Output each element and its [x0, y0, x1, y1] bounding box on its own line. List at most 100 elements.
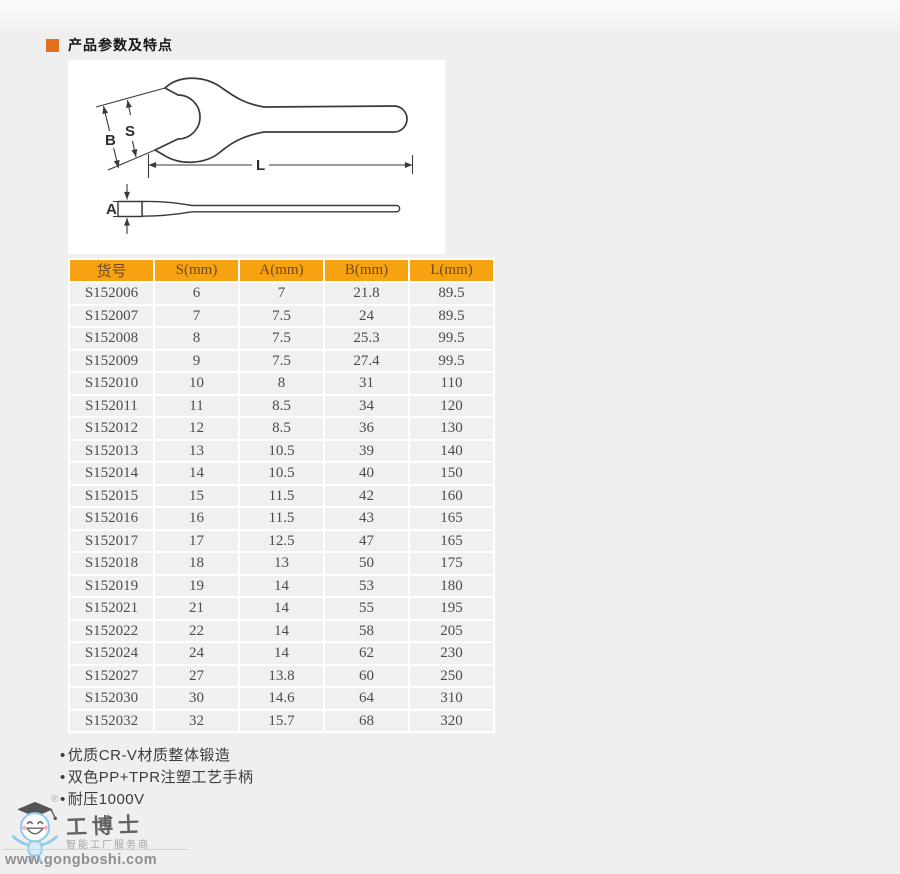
dim-label-l: L	[256, 157, 265, 174]
table-cell: S152019	[70, 575, 153, 596]
dim-label-s: S	[125, 123, 135, 140]
table-row: S152013 13 10.5 39 140	[70, 440, 493, 461]
table-cell: 58	[325, 620, 408, 641]
table-cell: 60	[325, 665, 408, 686]
table-row: S152021 21 14 55 195	[70, 598, 493, 619]
table-cell: 24	[325, 305, 408, 326]
table-cell: 10.5	[240, 463, 323, 484]
table-cell: 180	[410, 575, 493, 596]
column-header-0: 货号	[70, 260, 153, 281]
table-row: S152030 30 14.6 64 310	[70, 688, 493, 709]
table-cell: 15	[155, 485, 238, 506]
table-cell: 34	[325, 395, 408, 416]
table-cell: 10	[155, 373, 238, 394]
table-row: S152024 24 14 62 230	[70, 643, 493, 664]
table-row: S152022 22 14 58 205	[70, 620, 493, 641]
wrench-line-drawing: B S L A	[95, 77, 414, 234]
table-cell: 39	[325, 440, 408, 461]
table-cell: S152017	[70, 530, 153, 551]
table-row: S152027 27 13.8 60 250	[70, 665, 493, 686]
table-cell: 14	[240, 575, 323, 596]
dim-label-a: A	[106, 201, 117, 218]
section-title: 产品参数及特点	[68, 37, 173, 53]
table-cell: 53	[325, 575, 408, 596]
table-row: S152012 12 8.5 36 130	[70, 418, 493, 439]
orange-square-bullet-icon	[46, 38, 59, 52]
table-cell: 14	[240, 620, 323, 641]
table-cell: S152006	[70, 283, 153, 304]
table-cell: S152018	[70, 553, 153, 574]
table-cell: 14	[240, 598, 323, 619]
table-cell: 21.8	[325, 283, 408, 304]
table-cell: S152015	[70, 485, 153, 506]
table-cell: 21	[155, 598, 238, 619]
table-cell: 11	[155, 395, 238, 416]
table-row: S152032 32 15.7 68 320	[70, 710, 493, 731]
table-cell: 47	[325, 530, 408, 551]
table-cell: 310	[410, 688, 493, 709]
table-cell: 160	[410, 485, 493, 506]
table-cell: 36	[325, 418, 408, 439]
table-cell: S152014	[70, 463, 153, 484]
table-cell: 195	[410, 598, 493, 619]
table-cell: 150	[410, 463, 493, 484]
dimension-lines	[95, 87, 414, 234]
table-row: S152016 16 11.5 43 165	[70, 508, 493, 529]
table-cell: 99.5	[410, 350, 493, 371]
table-cell: S152022	[70, 620, 153, 641]
table-cell: 7.5	[240, 328, 323, 349]
mascot-icon	[11, 801, 59, 863]
table-cell: 99.5	[410, 328, 493, 349]
table-row: S152018 18 13 50 175	[70, 553, 493, 574]
table-cell: S152013	[70, 440, 153, 461]
feature-item: 优质CR-V材质整体锻造	[60, 745, 254, 767]
table-cell: 13.8	[240, 665, 323, 686]
table-row: S152006 6 7 21.8 89.5	[70, 283, 493, 304]
table-cell: 89.5	[410, 305, 493, 326]
feature-list: 优质CR-V材质整体锻造双色PP+TPR注塑工艺手柄耐压1000V	[60, 745, 254, 811]
header-row: 货号 S(mm) A(mm) B(mm) L(mm)	[70, 260, 493, 281]
table-cell: 18	[155, 553, 238, 574]
table-cell: 8	[240, 373, 323, 394]
table-cell: 7	[240, 283, 323, 304]
table-cell: S152007	[70, 305, 153, 326]
brand-url[interactable]: www.gongboshi.com	[5, 852, 158, 868]
column-header-3: B(mm)	[325, 260, 408, 281]
table-row: S152019 19 14 53 180	[70, 575, 493, 596]
table-cell: 16	[155, 508, 238, 529]
table-cell: 42	[325, 485, 408, 506]
table-cell: S152032	[70, 710, 153, 731]
table-cell: 13	[155, 440, 238, 461]
table-cell: 64	[325, 688, 408, 709]
table-cell: 25.3	[325, 328, 408, 349]
table-cell: S152011	[70, 395, 153, 416]
table-cell: 8.5	[240, 418, 323, 439]
table-cell: 140	[410, 440, 493, 461]
table-cell: 89.5	[410, 283, 493, 304]
column-header-4: L(mm)	[410, 260, 493, 281]
table-cell: 27	[155, 665, 238, 686]
table-cell: 24	[155, 643, 238, 664]
table-cell: 7.5	[240, 350, 323, 371]
table-cell: 120	[410, 395, 493, 416]
table-cell: 165	[410, 530, 493, 551]
table-cell: 130	[410, 418, 493, 439]
table-cell: S152030	[70, 688, 153, 709]
registered-trademark-symbol: ®	[51, 794, 59, 805]
logo-divider	[2, 849, 188, 850]
table-cell: S152009	[70, 350, 153, 371]
table-cell: 14	[240, 643, 323, 664]
table-cell: 55	[325, 598, 408, 619]
dim-label-b: B	[105, 132, 116, 149]
spec-table-head: 货号 S(mm) A(mm) B(mm) L(mm)	[70, 260, 493, 281]
table-cell: 17	[155, 530, 238, 551]
table-row: S152008 8 7.5 25.3 99.5	[70, 328, 493, 349]
column-header-1: S(mm)	[155, 260, 238, 281]
table-row: S152009 9 7.5 27.4 99.5	[70, 350, 493, 371]
table-cell: 9	[155, 350, 238, 371]
table-cell: 320	[410, 710, 493, 731]
table-cell: 13	[240, 553, 323, 574]
table-row: S152014 14 10.5 40 150	[70, 463, 493, 484]
table-cell: S152012	[70, 418, 153, 439]
table-cell: 12	[155, 418, 238, 439]
